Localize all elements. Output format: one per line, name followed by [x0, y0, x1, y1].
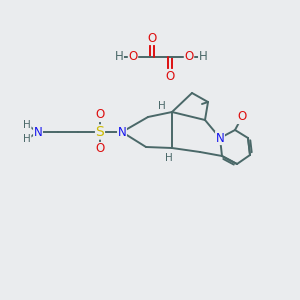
Text: O: O [128, 50, 138, 64]
Text: H: H [165, 153, 173, 163]
Text: H: H [158, 101, 166, 111]
Text: H: H [23, 120, 31, 130]
Text: O: O [95, 109, 105, 122]
Text: O: O [184, 50, 194, 64]
Text: O: O [147, 32, 157, 44]
Text: N: N [216, 131, 224, 145]
Text: N: N [118, 125, 126, 139]
Text: O: O [237, 110, 247, 124]
Text: H: H [199, 50, 207, 64]
Text: N: N [34, 125, 42, 139]
Text: H: H [23, 134, 31, 144]
Text: S: S [96, 125, 104, 139]
Text: O: O [95, 142, 105, 155]
Text: O: O [165, 70, 175, 83]
Text: H: H [115, 50, 123, 64]
